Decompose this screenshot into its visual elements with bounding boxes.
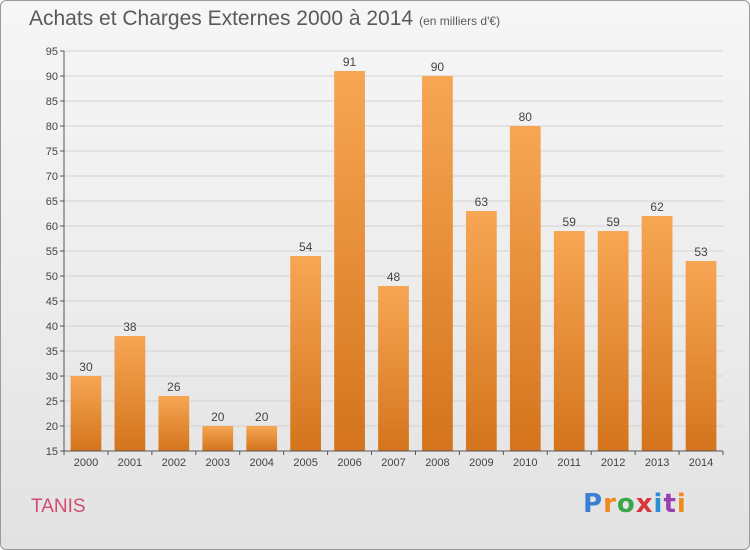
value-label-2004: 20 <box>255 410 269 424</box>
value-label-2007: 48 <box>387 270 401 284</box>
x-tick-label: 2004 <box>249 457 273 469</box>
x-tick-label: 2011 <box>557 457 581 469</box>
value-label-2005: 54 <box>299 240 313 254</box>
y-tick-label: 20 <box>46 421 58 433</box>
logo-letter: P <box>583 489 604 519</box>
y-tick-label: 65 <box>46 196 58 208</box>
value-label-2001: 38 <box>123 320 137 334</box>
y-tick-label: 50 <box>46 271 58 283</box>
y-tick-label: 95 <box>46 46 58 58</box>
y-tick-label: 45 <box>46 296 58 308</box>
x-tick-label: 2001 <box>118 457 142 469</box>
y-tick-label: 90 <box>46 71 58 83</box>
bar-2003 <box>202 426 234 451</box>
x-tick-label: 2000 <box>74 457 98 469</box>
bar-2006 <box>334 71 365 451</box>
y-tick-label: 55 <box>46 246 58 258</box>
x-tick-label: 2007 <box>381 457 405 469</box>
logo-letter: i <box>653 489 664 519</box>
bar-2002 <box>158 396 190 451</box>
bar-2012 <box>597 231 629 451</box>
bar-2008 <box>422 76 453 451</box>
bar-2013 <box>641 216 673 451</box>
y-tick-label: 85 <box>46 96 58 108</box>
value-label-2006: 91 <box>343 55 357 69</box>
bar-2005 <box>290 256 322 451</box>
x-tick-label: 2014 <box>689 457 713 469</box>
y-tick-label: 75 <box>46 146 58 158</box>
x-tick-label: 2008 <box>425 457 449 469</box>
logo-letter: i <box>676 489 687 519</box>
axes: 15 20 25 30 35 40 45 50 55 60 65 70 75 80 85 90 95 2000 20… <box>46 46 724 469</box>
chart-title-text: Achats et Charges Externes 2000 à 2014 <box>29 7 414 30</box>
y-tick-label: 80 <box>46 121 58 133</box>
bars: 30 38 26 20 20 54 91 48 90 63 80 59 59 62 53 <box>70 55 717 451</box>
bar-2007 <box>378 286 409 451</box>
value-label-2014: 53 <box>694 245 708 259</box>
logo-letter: t <box>663 489 677 519</box>
value-label-2000: 30 <box>79 360 93 374</box>
y-tick-label: 25 <box>46 396 58 408</box>
proxiti-logo: Proxiti <box>583 489 687 519</box>
value-label-2008: 90 <box>431 60 445 74</box>
value-label-2003: 20 <box>211 410 225 424</box>
chart-title: Achats et Charges Externes 2000 à 2014 (e… <box>29 7 500 31</box>
bar-2001 <box>114 336 146 451</box>
place-name: TANIS <box>31 496 86 517</box>
y-tick-label: 15 <box>46 446 58 458</box>
bar-2000 <box>70 376 102 451</box>
x-tick-label: 2006 <box>337 457 361 469</box>
value-label-2012: 59 <box>606 215 620 229</box>
y-tick-label: 40 <box>46 321 58 333</box>
bar-2004 <box>246 426 278 451</box>
y-tick-label: 70 <box>46 171 58 183</box>
value-label-2002: 26 <box>167 380 181 394</box>
x-tick-label: 2010 <box>513 457 537 469</box>
bar-2011 <box>553 231 585 451</box>
value-label-2009: 63 <box>475 195 489 209</box>
x-tick-label: 2012 <box>601 457 625 469</box>
y-tick-label: 30 <box>46 371 58 383</box>
value-label-2010: 80 <box>519 110 533 124</box>
value-label-2011: 59 <box>563 215 577 229</box>
x-tick-label: 2002 <box>162 457 186 469</box>
logo-letter: o <box>616 489 636 519</box>
x-tick-label: 2009 <box>469 457 493 469</box>
bar-2009 <box>465 211 497 451</box>
x-tick-label: 2013 <box>645 457 669 469</box>
x-tick-label: 2005 <box>293 457 317 469</box>
chart-unit: (en milliers d'€) <box>419 14 501 28</box>
x-tick-label: 2003 <box>206 457 230 469</box>
value-label-2013: 62 <box>650 200 664 214</box>
bar-2014 <box>685 261 717 451</box>
y-tick-label: 35 <box>46 346 58 358</box>
logo-letter: r <box>603 489 617 519</box>
logo-letter: x <box>635 489 654 519</box>
y-tick-label: 60 <box>46 221 58 233</box>
bar-2010 <box>509 126 541 451</box>
